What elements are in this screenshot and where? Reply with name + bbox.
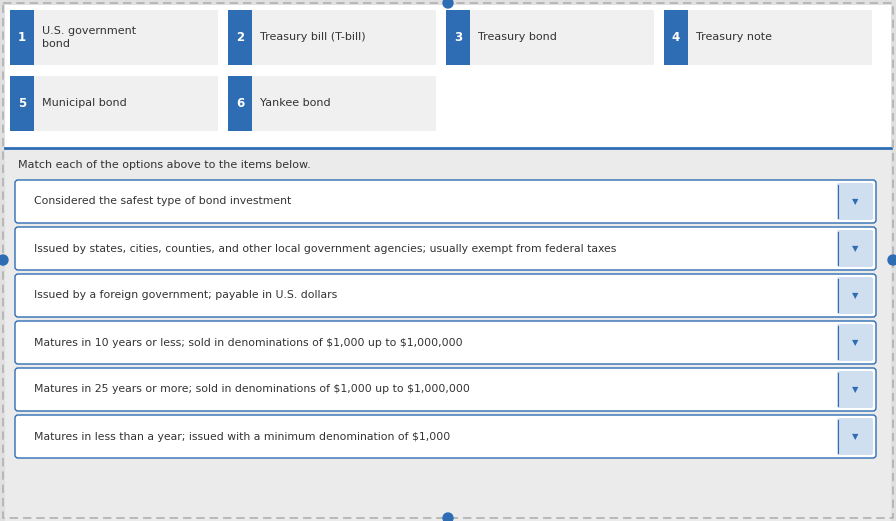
FancyBboxPatch shape bbox=[15, 368, 876, 411]
Text: ▼: ▼ bbox=[852, 291, 858, 300]
Text: Matures in less than a year; issued with a minimum denomination of \$1,000: Matures in less than a year; issued with… bbox=[34, 431, 451, 441]
Text: Considered the safest type of bond investment: Considered the safest type of bond inves… bbox=[34, 196, 291, 206]
Text: 6: 6 bbox=[236, 97, 244, 110]
Bar bbox=[10, 10, 34, 65]
Bar bbox=[5, 5, 891, 150]
Text: 2: 2 bbox=[236, 31, 244, 44]
Text: Municipal bond: Municipal bond bbox=[42, 98, 126, 108]
FancyBboxPatch shape bbox=[15, 274, 876, 317]
Bar bbox=[10, 76, 218, 131]
FancyBboxPatch shape bbox=[837, 230, 873, 267]
Text: ▼: ▼ bbox=[852, 385, 858, 394]
Bar bbox=[664, 10, 872, 65]
Bar bbox=[446, 10, 470, 65]
Bar bbox=[228, 76, 436, 131]
Text: Treasury bond: Treasury bond bbox=[478, 32, 557, 43]
Bar bbox=[664, 10, 688, 65]
Bar bbox=[10, 76, 34, 131]
Text: Matures in 25 years or more; sold in denominations of \$1,000 up to \$1,000,000: Matures in 25 years or more; sold in den… bbox=[34, 384, 470, 394]
Bar bbox=[228, 76, 252, 131]
FancyBboxPatch shape bbox=[15, 180, 876, 223]
Text: Treasury note: Treasury note bbox=[696, 32, 772, 43]
Text: 1: 1 bbox=[18, 31, 26, 44]
Text: Yankee bond: Yankee bond bbox=[260, 98, 331, 108]
Text: Treasury bill (T-bill): Treasury bill (T-bill) bbox=[260, 32, 366, 43]
Text: Matures in 10 years or less; sold in denominations of \$1,000 up to \$1,000,000: Matures in 10 years or less; sold in den… bbox=[34, 338, 462, 348]
Text: Match each of the options above to the items below.: Match each of the options above to the i… bbox=[18, 160, 311, 170]
FancyBboxPatch shape bbox=[15, 227, 876, 270]
FancyBboxPatch shape bbox=[837, 277, 873, 314]
Text: 3: 3 bbox=[454, 31, 462, 44]
Bar bbox=[228, 10, 252, 65]
FancyBboxPatch shape bbox=[837, 183, 873, 220]
Text: Issued by a foreign government; payable in U.S. dollars: Issued by a foreign government; payable … bbox=[34, 291, 337, 301]
FancyBboxPatch shape bbox=[15, 321, 876, 364]
Text: 5: 5 bbox=[18, 97, 26, 110]
Circle shape bbox=[443, 513, 453, 521]
Circle shape bbox=[0, 255, 8, 265]
Bar bbox=[446, 10, 654, 65]
Circle shape bbox=[888, 255, 896, 265]
Text: ▼: ▼ bbox=[852, 338, 858, 347]
FancyBboxPatch shape bbox=[837, 371, 873, 408]
Text: 4: 4 bbox=[672, 31, 680, 44]
Text: U.S. government
bond: U.S. government bond bbox=[42, 26, 136, 48]
Bar bbox=[5, 148, 891, 521]
Circle shape bbox=[443, 0, 453, 8]
Text: ▼: ▼ bbox=[852, 197, 858, 206]
Text: ▼: ▼ bbox=[852, 432, 858, 441]
Bar bbox=[228, 10, 436, 65]
Text: ▼: ▼ bbox=[852, 244, 858, 253]
FancyBboxPatch shape bbox=[837, 418, 873, 455]
Text: Issued by states, cities, counties, and other local government agencies; usually: Issued by states, cities, counties, and … bbox=[34, 243, 616, 254]
FancyBboxPatch shape bbox=[837, 324, 873, 361]
Bar bbox=[10, 10, 218, 65]
FancyBboxPatch shape bbox=[15, 415, 876, 458]
